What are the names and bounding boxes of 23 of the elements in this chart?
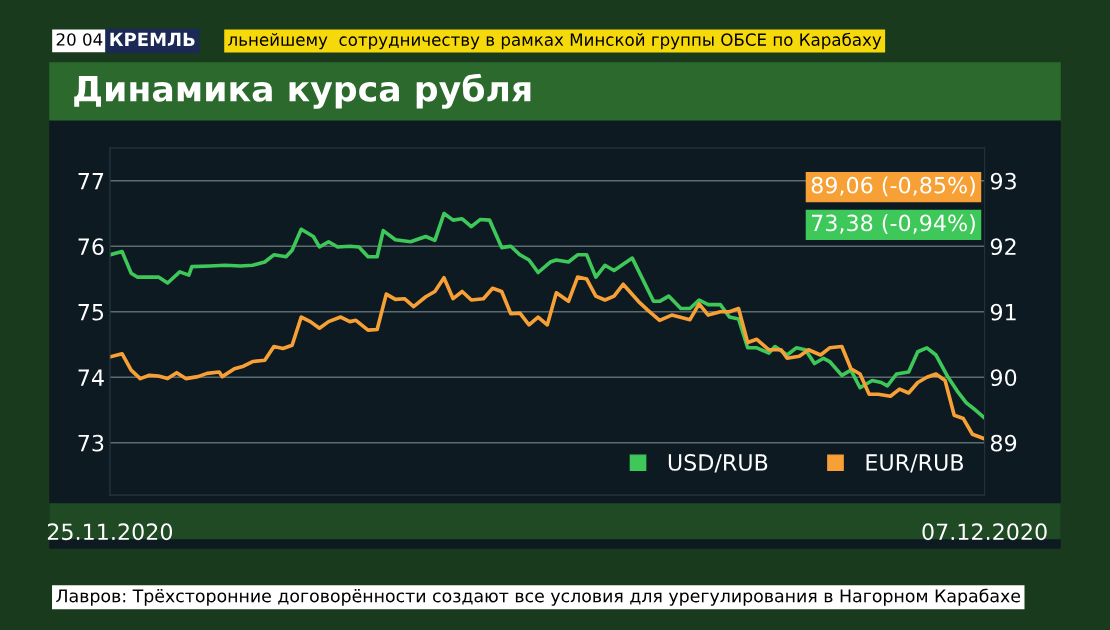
annotation: 73,38 (-0,94%) <box>811 214 975 234</box>
chart-title: Динамика курса рубля <box>74 73 531 109</box>
text: 20 04 <box>56 33 103 46</box>
y-tick-label: 74 <box>78 369 104 386</box>
text: Лавров: Трёхсторонние договорённости создают все условия для урегулирования в Нагорном Карабахе <box>56 588 1021 606</box>
text: льнейшему сотрудничеству в рамках Минской группы ОБСЕ по Карабаху <box>228 32 882 50</box>
y-tick-label: 76 <box>78 238 104 256</box>
legend-label: USD/RUB <box>668 454 768 473</box>
x-tick-label: 25.11.2020 <box>47 523 173 541</box>
y2-tick-label: 93 <box>990 172 1016 190</box>
y2-tick-label: 91 <box>990 303 1016 321</box>
text: КРЕМЛЬ <box>110 32 195 46</box>
line-series <box>109 211 985 420</box>
annotation: 89,06 (-0,85%) <box>811 176 975 197</box>
legend-label: EUR/RUB <box>866 454 963 473</box>
y-tick-label: 77 <box>78 173 104 190</box>
y2-tick-label: 90 <box>990 369 1017 387</box>
y2-tick-label: 89 <box>990 434 1017 452</box>
y-tick-label: 75 <box>78 304 104 321</box>
y2-tick-label: 92 <box>990 238 1016 256</box>
line-series <box>109 275 985 441</box>
y-tick-label: 73 <box>78 434 104 452</box>
x-tick-label: 07.12.2020 <box>922 523 1047 541</box>
